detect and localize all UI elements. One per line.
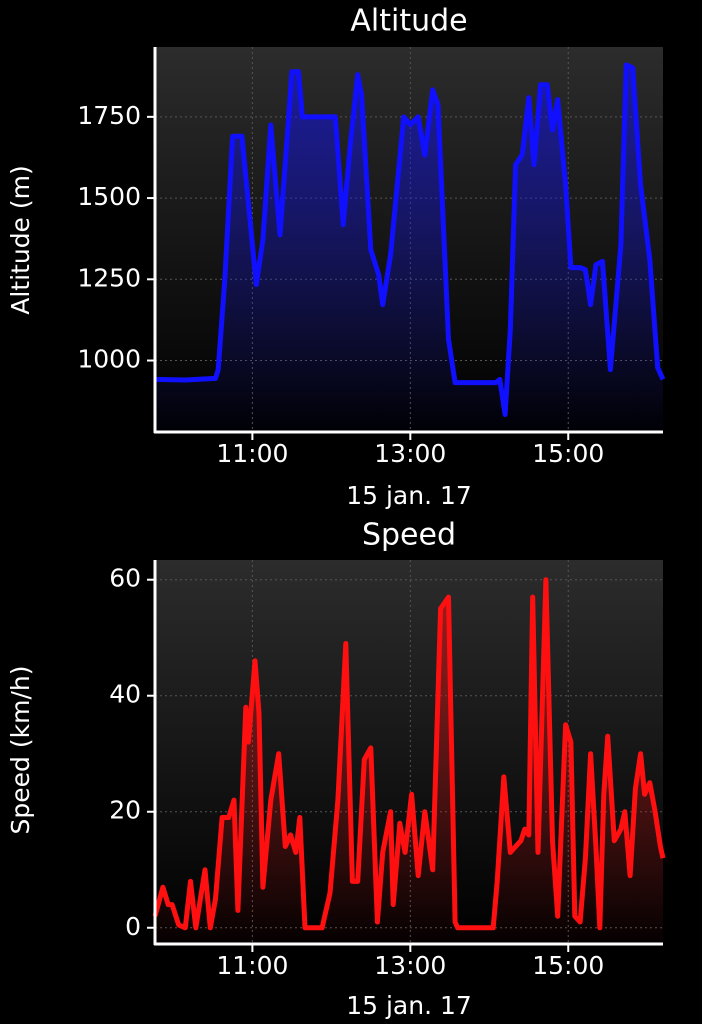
y-tick-label: 40 bbox=[109, 680, 141, 709]
x-axis-label: 15 jan. 17 bbox=[346, 481, 472, 510]
y-axis-label: Altitude (m) bbox=[6, 165, 35, 315]
chart-title: Altitude bbox=[350, 4, 467, 39]
data-line bbox=[152, 577, 666, 931]
x-tick-label: 11:00 bbox=[216, 439, 288, 468]
y-tick-label: 1250 bbox=[77, 263, 141, 292]
x-tick-label: 15:00 bbox=[532, 951, 604, 980]
y-tick-label: 1500 bbox=[77, 182, 141, 211]
y-tick-label: 1000 bbox=[77, 345, 141, 374]
x-tick-label: 13:00 bbox=[374, 439, 446, 468]
y-axis-label: Speed (km/h) bbox=[6, 666, 35, 835]
y-tick-label: 60 bbox=[109, 564, 141, 593]
x-axis-label: 15 jan. 17 bbox=[346, 991, 472, 1020]
x-tick-label: 11:00 bbox=[216, 951, 288, 980]
y-tick-label: 0 bbox=[125, 912, 141, 941]
y-tick-label: 1750 bbox=[77, 101, 141, 130]
y-tick-label: 20 bbox=[109, 796, 141, 825]
data-line bbox=[154, 62, 666, 417]
chart-title: Speed bbox=[362, 518, 456, 553]
x-tick-label: 15:00 bbox=[532, 439, 604, 468]
x-tick-label: 13:00 bbox=[374, 951, 446, 980]
